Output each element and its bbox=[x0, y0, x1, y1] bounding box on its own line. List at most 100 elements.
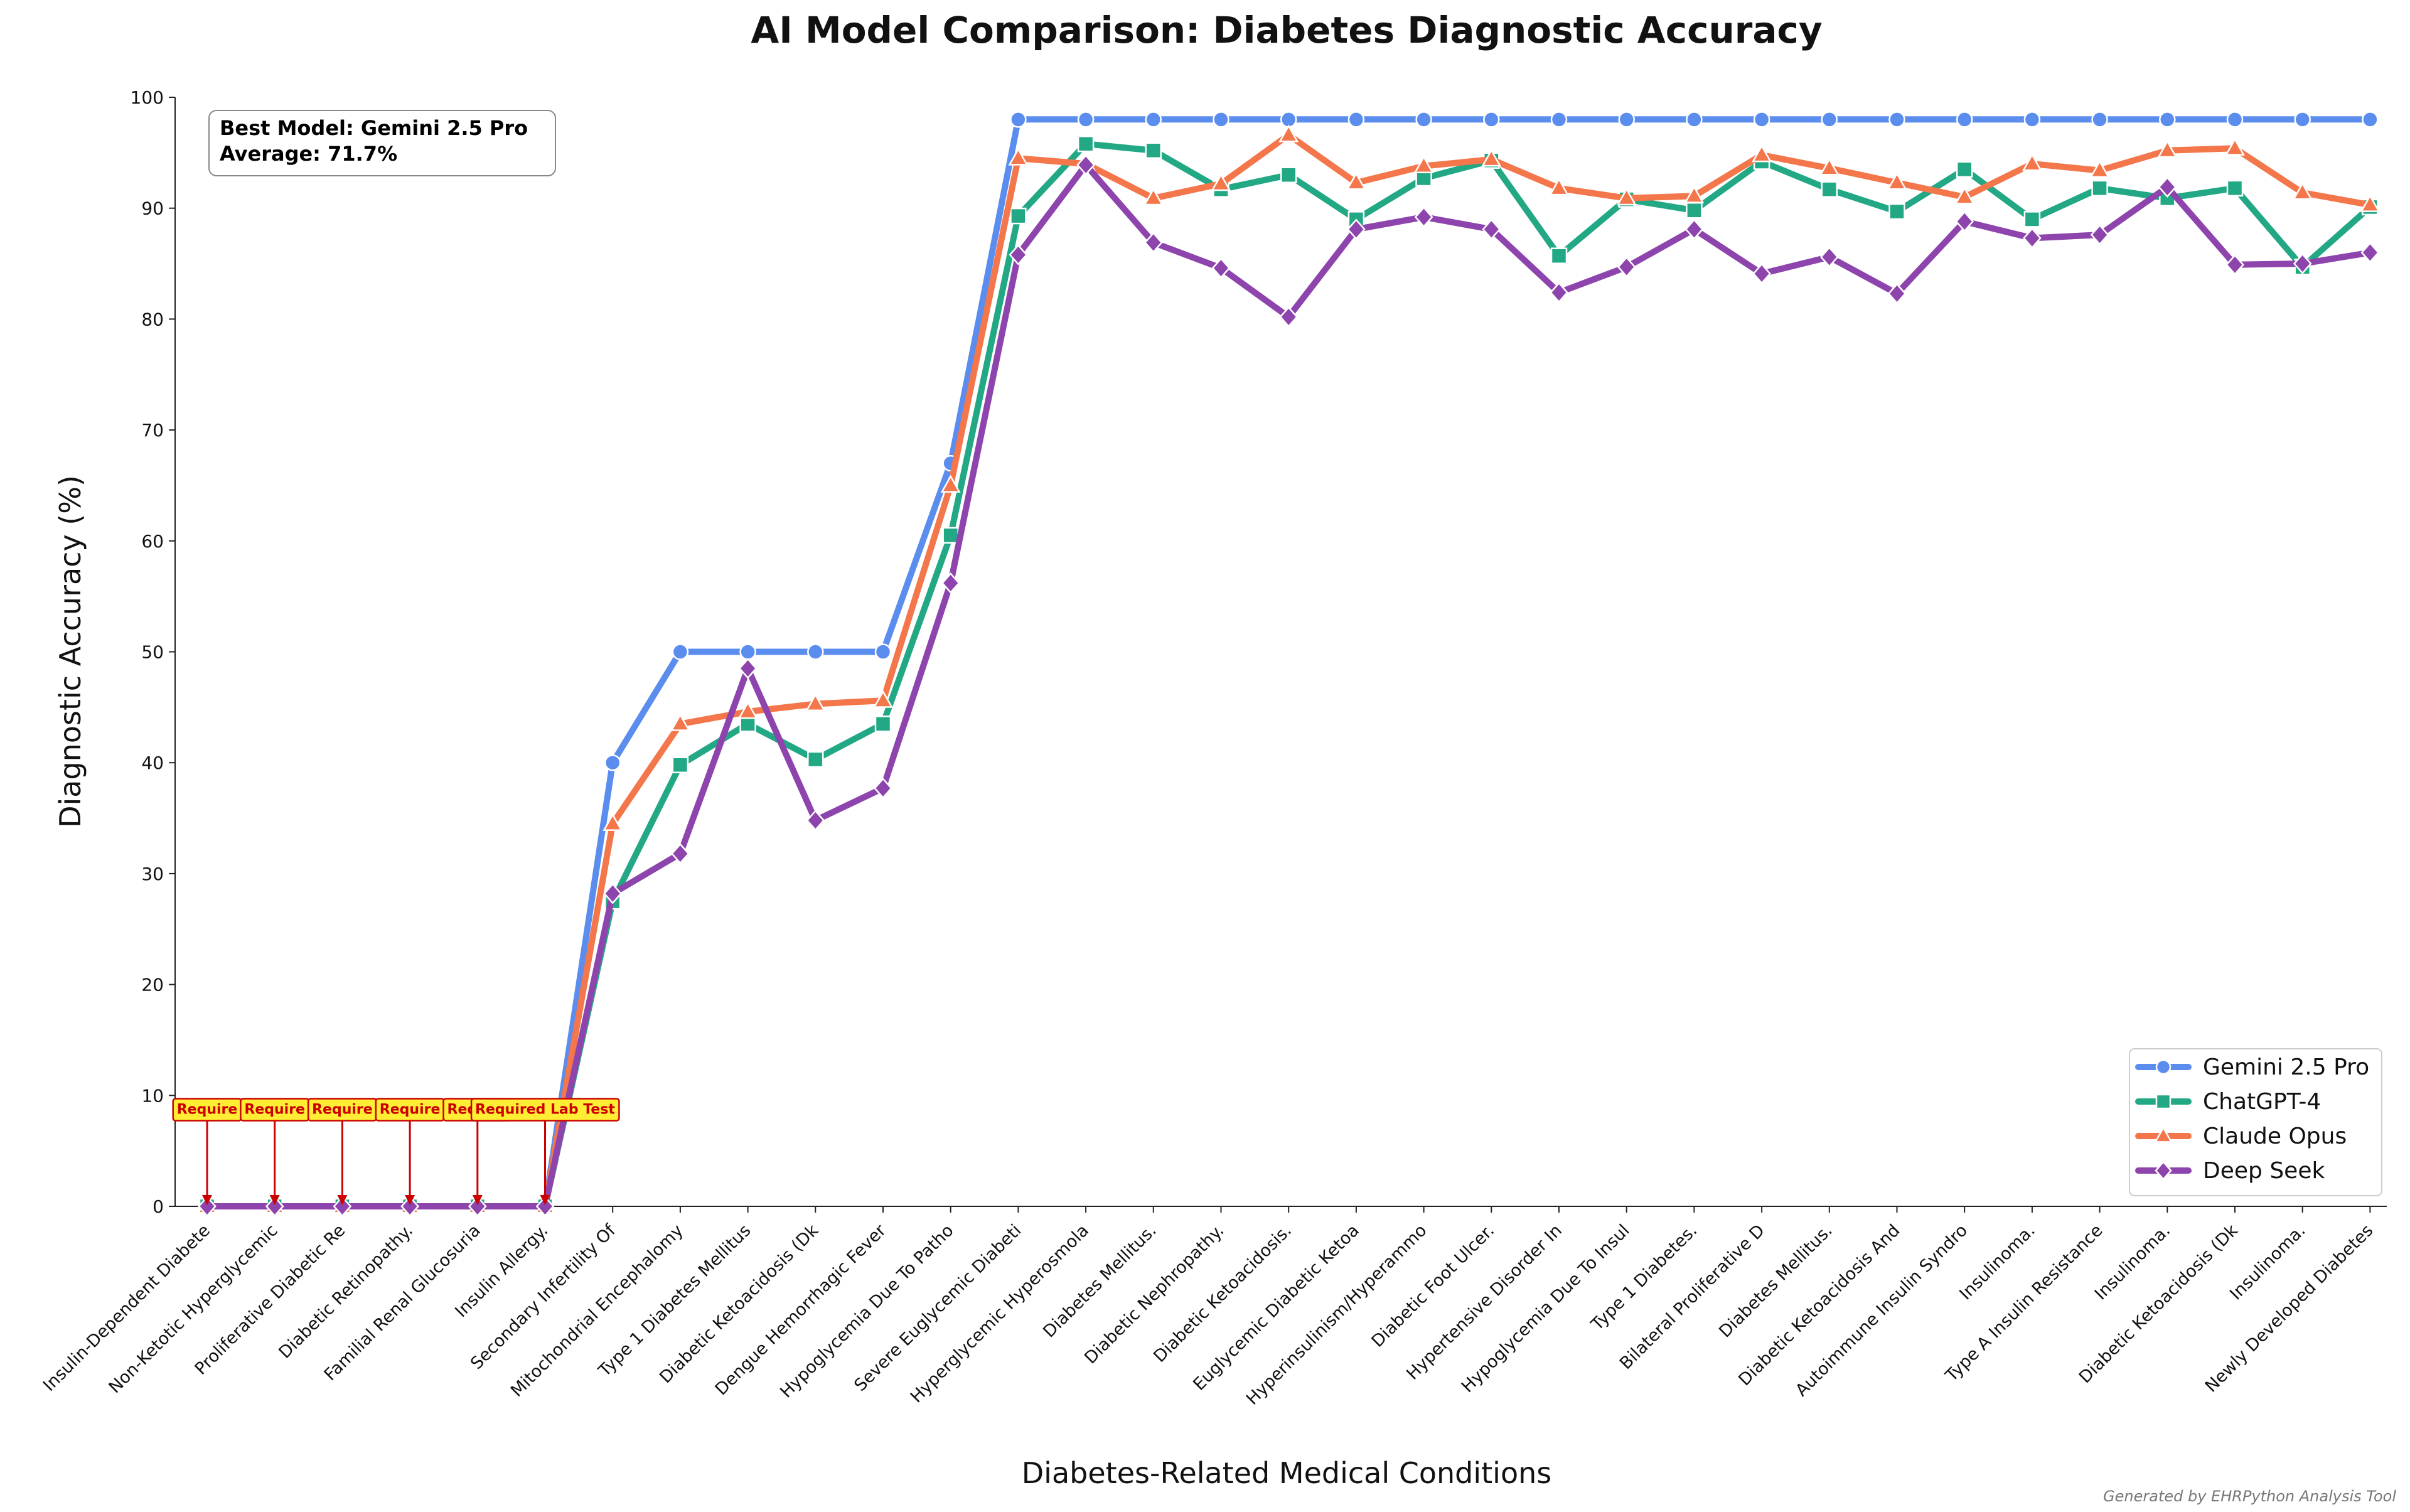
data-point-claude-opus bbox=[805, 693, 826, 711]
y-tick-label: 40 bbox=[141, 753, 164, 773]
legend-label: ChatGPT-4 bbox=[2203, 1089, 2321, 1115]
data-point-deep-seek bbox=[2225, 254, 2244, 276]
data-point-deep-seek bbox=[1617, 256, 1636, 278]
x-axis-title: Diabetes-Related Medical Conditions bbox=[1022, 1456, 1551, 1490]
data-point-claude-opus bbox=[2360, 194, 2381, 212]
y-tick-label: 60 bbox=[141, 531, 164, 552]
data-point-deep-seek bbox=[2293, 253, 2312, 274]
y-tick-label: 50 bbox=[141, 642, 164, 663]
data-point-gemini-2-5-pro bbox=[2023, 111, 2041, 128]
data-point-claude-opus bbox=[873, 690, 893, 708]
data-point-deep-seek bbox=[400, 1196, 419, 1217]
data-point-deep-seek bbox=[874, 777, 892, 799]
data-point-deep-seek bbox=[1955, 211, 1974, 232]
y-ticks: 0 10 20 30 40 50 60 70 80 90 100 bbox=[131, 87, 175, 1217]
summary-average: Average: 71.7% bbox=[220, 142, 397, 166]
data-point-claude-opus bbox=[2157, 139, 2178, 158]
data-point-gemini-2-5-pro bbox=[1145, 111, 1162, 128]
data-point-claude-opus bbox=[1819, 158, 1840, 176]
data-point-chatgpt-4 bbox=[672, 756, 689, 773]
data-point-gemini-2-5-pro bbox=[1618, 111, 1635, 128]
data-point-claude-opus bbox=[1616, 187, 1637, 206]
data-point-gemini-2-5-pro bbox=[739, 643, 756, 660]
y-tick-label: 70 bbox=[141, 420, 164, 441]
data-point-gemini-2-5-pro bbox=[2226, 111, 2244, 128]
data-point-deep-seek bbox=[603, 882, 623, 904]
data-point-deep-seek bbox=[738, 658, 758, 679]
annotation-label: Require bbox=[312, 1102, 373, 1118]
data-point-deep-seek bbox=[1550, 282, 1568, 303]
annotation-arrowhead bbox=[540, 1195, 550, 1205]
data-point-claude-opus bbox=[1887, 172, 1907, 190]
data-point-gemini-2-5-pro bbox=[2159, 111, 2176, 128]
data-point-deep-seek bbox=[671, 843, 690, 864]
data-point-gemini-2-5-pro bbox=[1010, 111, 1027, 128]
annotation: Required Lab Test bbox=[470, 1098, 620, 1205]
y-axis-title: Diagnostic Accuracy (%) bbox=[53, 475, 87, 828]
y-tick-label: 0 bbox=[153, 1196, 164, 1217]
data-point-claude-opus bbox=[670, 713, 690, 731]
legend-label: Deep Seek bbox=[2203, 1158, 2325, 1184]
data-point-gemini-2-5-pro bbox=[2294, 111, 2311, 128]
data-point-gemini-2-5-pro bbox=[1077, 111, 1095, 128]
data-point-claude-opus bbox=[1684, 185, 1705, 203]
data-point-gemini-2-5-pro bbox=[1550, 111, 1568, 128]
data-point-chatgpt-4 bbox=[807, 751, 824, 768]
data-point-gemini-2-5-pro bbox=[2362, 111, 2379, 128]
legend-item-claude-opus: Claude Opus bbox=[2135, 1123, 2347, 1149]
annotations: RequireRequireRequireRequireRequireRequi… bbox=[172, 1098, 620, 1205]
annotation-label: Required Lab Test bbox=[475, 1102, 615, 1118]
annotation: Require bbox=[307, 1098, 377, 1205]
annotation: Require bbox=[172, 1098, 242, 1205]
chart-title: AI Model Comparison: Diabetes Diagnostic… bbox=[751, 9, 1822, 51]
annotation-arrowhead bbox=[202, 1195, 212, 1205]
data-point-deep-seek bbox=[1347, 218, 1366, 240]
data-point-deep-seek bbox=[468, 1196, 487, 1217]
data-point-deep-seek bbox=[806, 810, 825, 831]
data-point-deep-seek bbox=[1482, 218, 1501, 240]
data-point-gemini-2-5-pro bbox=[1956, 111, 1973, 128]
footer-credit: Generated by EHRPython Analysis Tool bbox=[2103, 1488, 2396, 1505]
y-tick-label: 90 bbox=[141, 198, 164, 219]
data-point-gemini-2-5-pro bbox=[1213, 111, 1229, 128]
data-point-deep-seek bbox=[333, 1196, 352, 1217]
legend-marker bbox=[2154, 1126, 2173, 1143]
data-point-claude-opus bbox=[1278, 124, 1299, 142]
data-point-deep-seek bbox=[2360, 242, 2380, 264]
data-point-chatgpt-4 bbox=[1888, 203, 1905, 220]
data-point-chatgpt-4 bbox=[942, 527, 959, 544]
data-point-claude-opus bbox=[940, 475, 961, 493]
data-point-claude-opus bbox=[602, 813, 623, 831]
data-point-deep-seek bbox=[198, 1196, 217, 1217]
data-point-deep-seek bbox=[1414, 206, 1433, 228]
annotation-label: Require bbox=[244, 1102, 305, 1118]
data-point-claude-opus bbox=[1346, 172, 1366, 190]
data-point-chatgpt-4 bbox=[874, 716, 892, 732]
data-point-chatgpt-4 bbox=[1145, 142, 1162, 159]
annotation-arrowhead bbox=[472, 1195, 483, 1205]
data-point-gemini-2-5-pro bbox=[1821, 111, 1838, 128]
data-point-deep-seek bbox=[1076, 154, 1095, 176]
data-point-chatgpt-4 bbox=[1821, 181, 1838, 198]
data-point-deep-seek bbox=[1752, 263, 1771, 284]
legend-item-chatgpt-4: ChatGPT-4 bbox=[2135, 1089, 2321, 1115]
data-point-deep-seek bbox=[535, 1196, 555, 1217]
data-point-deep-seek bbox=[1211, 257, 1231, 279]
data-point-claude-opus bbox=[737, 700, 758, 719]
summary-box-frame bbox=[208, 110, 556, 176]
summary-best-model: Best Model: Gemini 2.5 Pro bbox=[220, 116, 528, 140]
data-point-deep-seek bbox=[1279, 306, 1299, 328]
data-point-deep-seek bbox=[2090, 224, 2109, 246]
data-point-gemini-2-5-pro bbox=[1347, 111, 1365, 128]
data-point-deep-seek bbox=[1143, 232, 1163, 254]
legend-marker bbox=[2155, 1161, 2172, 1181]
data-point-deep-seek bbox=[2023, 227, 2042, 249]
data-point-claude-opus bbox=[1549, 177, 1569, 196]
data-point-gemini-2-5-pro bbox=[874, 643, 892, 660]
data-point-chatgpt-4 bbox=[1077, 135, 1095, 153]
annotation-label: Require bbox=[380, 1102, 441, 1118]
data-point-gemini-2-5-pro bbox=[2091, 111, 2108, 128]
y-tick-label: 10 bbox=[141, 1085, 164, 1106]
